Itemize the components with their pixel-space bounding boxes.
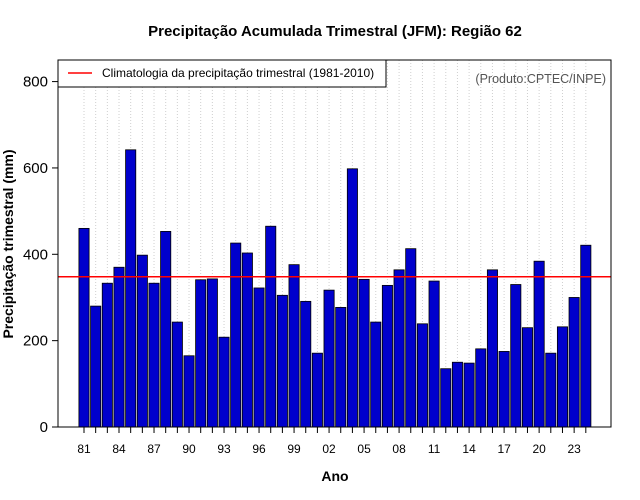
bar-2003 [335, 306, 347, 428]
bar-2024 [580, 244, 592, 428]
bar-1984 [113, 266, 125, 428]
bar-1988 [160, 231, 172, 428]
bar-2009 [405, 248, 417, 428]
y-tick-label: 600 [23, 160, 48, 177]
bars [78, 149, 592, 428]
bar-1987 [148, 282, 160, 428]
legend-box [57, 59, 387, 88]
bar-2010 [416, 323, 428, 428]
x-axis-label: Ano [321, 468, 348, 484]
bar-1981 [78, 227, 90, 428]
bar-2012 [440, 368, 452, 428]
bar-1989 [171, 321, 183, 428]
bar-1986 [136, 254, 148, 428]
chart-title: Precipitação Acumulada Trimestral (JFM):… [148, 23, 522, 40]
x-tick-label: 96 [252, 442, 266, 456]
bar-1995 [241, 252, 253, 428]
bar-2018 [510, 284, 522, 428]
x-axis: 81 84 87 90 93 96 99 02 05 08 11 14 17 20 23 [77, 427, 587, 456]
bar-1990 [183, 355, 195, 428]
bar-2022 [556, 326, 568, 428]
x-tick-label: 08 [392, 442, 406, 456]
credit-text: (Produto:CPTEC/INPE) [475, 72, 606, 86]
bar-2006 [370, 321, 382, 428]
bar-2019 [521, 327, 533, 428]
bar-2013 [451, 361, 463, 428]
x-tick-label: 87 [147, 442, 161, 456]
x-tick-label: 11 [428, 442, 441, 456]
grid [83, 60, 587, 427]
legend: Climatologia da precipitação trimestral … [57, 59, 387, 88]
bar-2005 [358, 278, 370, 428]
x-tick-label: 90 [182, 442, 196, 456]
bar-2004 [346, 168, 358, 428]
bar-2002 [323, 289, 335, 428]
y-tick-label: 400 [23, 246, 48, 263]
x-tick-label: 05 [357, 442, 371, 456]
bar-1983 [101, 282, 113, 428]
x-tick-label: 93 [217, 442, 231, 456]
x-tick-label: 99 [287, 442, 301, 456]
y-tick-label: 200 [23, 333, 48, 350]
bar-2000 [300, 300, 312, 428]
bar-2016 [486, 269, 498, 428]
x-tick-label: 02 [322, 442, 336, 456]
bar-1994 [230, 242, 242, 428]
bar-2001 [311, 352, 323, 428]
x-tick-label: 84 [112, 442, 126, 456]
x-tick-label: 17 [497, 442, 511, 456]
bar-2020 [533, 260, 545, 428]
bar-1991 [195, 279, 207, 428]
x-tick-label: 20 [532, 442, 546, 456]
bar-2023 [568, 297, 580, 428]
bar-1993 [218, 336, 230, 428]
bar-2014 [463, 362, 475, 428]
bar-2015 [475, 348, 487, 428]
bar-2017 [498, 351, 510, 428]
bar-1982 [90, 305, 102, 428]
bar-1992 [206, 278, 218, 428]
bar-2021 [545, 352, 557, 428]
y-axis: 0 200 400 600 800 [23, 74, 58, 436]
bar-1998 [276, 294, 288, 428]
x-tick-label: 14 [462, 442, 476, 456]
x-tick-label: 23 [567, 442, 581, 456]
bar-1985 [125, 149, 137, 428]
legend-label: Climatologia da precipitação trimestral … [102, 66, 374, 80]
bar-1997 [265, 225, 277, 428]
bar-1999 [288, 264, 300, 428]
bar-2007 [381, 284, 393, 428]
y-tick-label: 0 [40, 419, 48, 436]
bar-2008 [393, 269, 405, 428]
bar-1996 [253, 287, 265, 428]
bar-2011 [428, 280, 440, 428]
y-axis-label: Precipitação trimestral (mm) [0, 149, 16, 338]
y-tick-label: 800 [23, 74, 48, 91]
x-tick-label: 81 [77, 442, 91, 456]
